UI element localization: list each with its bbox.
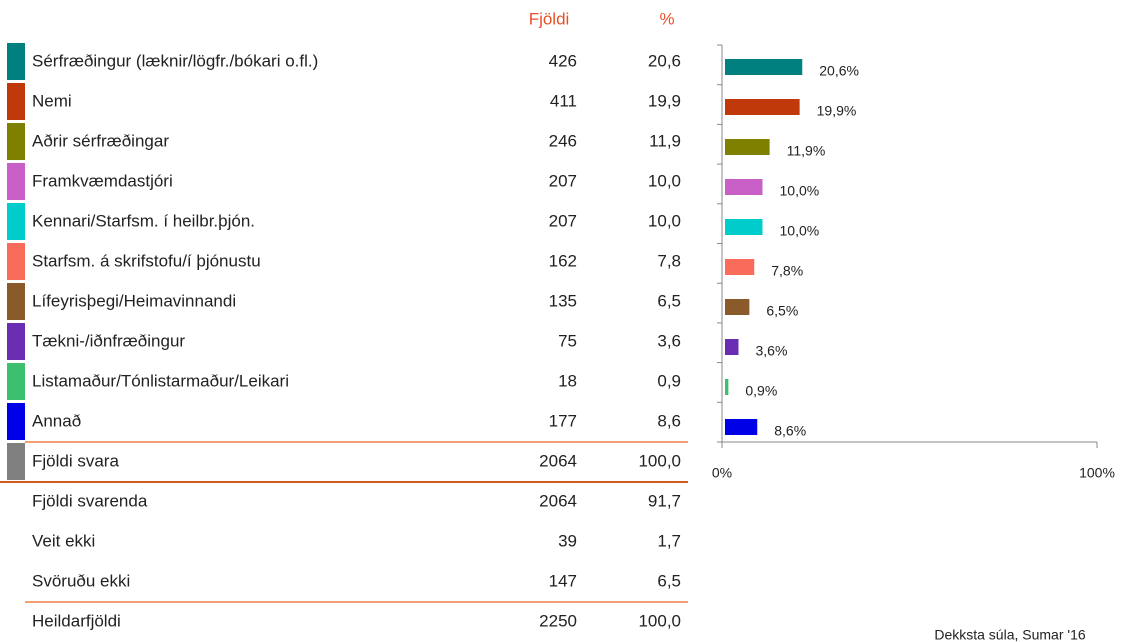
row-label: Heildarfjöldi	[32, 611, 121, 630]
value-label: 19,9%	[817, 103, 857, 119]
swatch	[7, 83, 25, 120]
swatch	[7, 163, 25, 200]
bar	[725, 259, 755, 275]
swatch	[7, 123, 25, 160]
row-count: 207	[549, 211, 577, 230]
row-label: Aðrir sérfræðingar	[32, 131, 169, 150]
bar	[725, 419, 758, 435]
swatch	[7, 323, 25, 360]
bar	[725, 59, 803, 75]
row-count: 18	[558, 371, 577, 390]
row-label: Fjöldi svarenda	[32, 491, 148, 510]
row-label: Sérfræðingur (læknir/lögfr./bókari o.fl.…	[32, 51, 318, 70]
row-percent: 6,5	[657, 571, 681, 590]
swatch	[7, 203, 25, 240]
row-count: 411	[550, 91, 577, 110]
value-label: 10,0%	[780, 223, 820, 239]
swatch	[7, 443, 25, 480]
row-label: Lífeyrisþegi/Heimavinnandi	[32, 291, 236, 310]
bar	[725, 179, 763, 195]
row-count: 75	[558, 331, 577, 350]
value-label: 8,6%	[774, 423, 806, 439]
row-count: 135	[549, 291, 577, 310]
row-label: Svöruðu ekki	[32, 571, 130, 590]
row-percent: 1,7	[657, 531, 681, 550]
row-label: Annað	[32, 411, 81, 430]
swatch	[7, 363, 25, 400]
row-percent: 3,6	[657, 331, 681, 350]
row-label: Tækni-/iðnfræðingur	[32, 331, 185, 350]
row-percent: 7,8	[657, 251, 681, 270]
bar	[725, 99, 800, 115]
x-tick-label: 100%	[1079, 465, 1115, 481]
bar	[725, 299, 750, 315]
row-percent: 6,5	[657, 291, 681, 310]
value-label: 20,6%	[819, 63, 859, 79]
row-count: 39	[558, 531, 577, 550]
bar	[725, 139, 770, 155]
row-count: 207	[549, 171, 577, 190]
swatch	[7, 243, 25, 280]
row-label: Nemi	[32, 91, 72, 110]
x-tick-label: 0%	[712, 465, 732, 481]
header-count: Fjöldi	[529, 9, 570, 28]
row-count: 162	[549, 251, 577, 270]
row-label: Framkvæmdastjóri	[32, 171, 173, 190]
row-label: Starfsm. á skrifstofu/í þjónustu	[32, 251, 261, 270]
bar	[725, 379, 729, 395]
row-label: Fjöldi svara	[32, 451, 119, 470]
row-label: Kennari/Starfsm. í heilbr.þjón.	[32, 211, 255, 230]
row-percent: 0,9	[657, 371, 681, 390]
value-label: 11,9%	[787, 143, 826, 159]
row-percent: 100,0	[638, 451, 681, 470]
value-label: 10,0%	[780, 183, 820, 199]
row-count: 2250	[539, 611, 577, 630]
row-count: 246	[549, 131, 577, 150]
row-label: Listamaður/Tónlistarmaður/Leikari	[32, 371, 289, 390]
footnote: Dekksta súla, Sumar '16	[934, 627, 1086, 642]
row-percent: 20,6	[648, 51, 681, 70]
row-percent: 8,6	[657, 411, 681, 430]
value-label: 0,9%	[745, 383, 777, 399]
bar	[725, 219, 763, 235]
row-percent: 11,9	[649, 131, 681, 150]
row-percent: 100,0	[638, 611, 681, 630]
row-count: 2064	[539, 451, 577, 470]
row-count: 426	[549, 51, 577, 70]
row-count: 177	[549, 411, 577, 430]
swatch	[7, 403, 25, 440]
row-count: 147	[549, 571, 577, 590]
row-percent: 19,9	[648, 91, 681, 110]
value-label: 7,8%	[771, 263, 803, 279]
header-percent: %	[659, 9, 674, 28]
swatch	[7, 43, 25, 80]
row-count: 2064	[539, 491, 577, 510]
row-percent: 10,0	[648, 171, 681, 190]
row-label: Veit ekki	[32, 531, 95, 550]
swatch	[7, 283, 25, 320]
bar	[725, 339, 739, 355]
value-label: 6,5%	[766, 303, 798, 319]
row-percent: 91,7	[648, 491, 681, 510]
value-label: 3,6%	[756, 343, 788, 359]
row-percent: 10,0	[648, 211, 681, 230]
